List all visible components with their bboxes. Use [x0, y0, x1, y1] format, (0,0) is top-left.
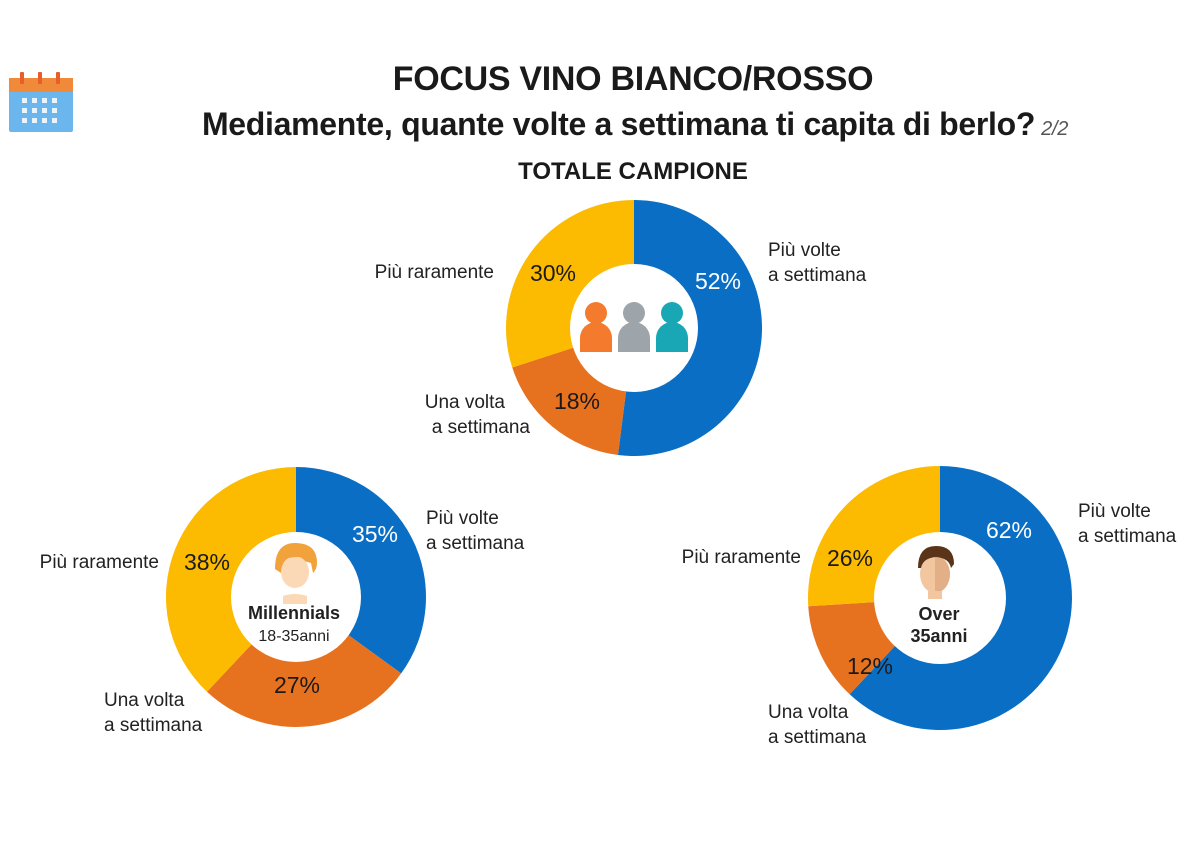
question-title: Mediamente, quante volte a settimana ti … [100, 106, 1170, 143]
over35-avatar-icon [918, 546, 954, 599]
donut-chart-millennials: 35% 27% 38% Millennials 18-35anni Più vo… [40, 467, 525, 736]
people-group-icon [580, 302, 688, 352]
page-indicator: 2/2 [1041, 118, 1069, 140]
question-text: Mediamente, quante volte a settimana ti … [201, 106, 1036, 142]
center-sublabel-over: 35anni [910, 626, 967, 646]
legend-piu-volte: Più volte a settimana [768, 240, 867, 286]
legend-una-volta: Una volta a settimana [425, 392, 531, 438]
value-label-piu-volte: 35% [352, 521, 398, 547]
value-label-piu-volte: 62% [986, 517, 1032, 543]
center-label-millennials: Millennials [248, 603, 340, 623]
value-label-piu-raramente: 38% [184, 549, 230, 575]
value-label-una-volta: 12% [847, 653, 893, 679]
donut-chart-totale: 52% 18% 30% Più volte a settimana Una vol… [375, 199, 867, 456]
value-label-piu-volte: 52% [695, 268, 741, 294]
slice-piu-raramente [165, 467, 296, 692]
chart-subtitle: TOTALE CAMPIONE [518, 158, 748, 185]
page-title: FOCUS VINO BIANCO/ROSSO [392, 60, 874, 98]
center-label-over: Over [918, 604, 959, 624]
value-label-una-volta: 27% [274, 672, 320, 698]
slice-una-volta [207, 597, 402, 727]
legend-piu-raramente: Più raramente [375, 262, 494, 283]
value-label-piu-raramente: 30% [530, 260, 576, 286]
value-label-una-volta: 18% [554, 388, 600, 414]
legend-piu-raramente: Più raramente [682, 547, 801, 568]
legend-piu-raramente: Più raramente [40, 552, 159, 573]
legend-piu-volte: Più volte a settimana [426, 508, 525, 554]
legend-una-volta: Una volta a settimana [768, 702, 867, 748]
legend-piu-volte: Più volte a settimana [1078, 501, 1177, 547]
millennial-avatar-icon [275, 543, 317, 604]
donut-chart-over35: 62% 12% 26% Over 35anni Più volte a setti… [682, 466, 1177, 748]
legend-una-volta: Una volta a settimana [104, 690, 203, 736]
slice-piu-volte [296, 467, 426, 674]
calendar-icon [9, 72, 73, 132]
center-sublabel-millennials: 18-35anni [258, 628, 329, 645]
value-label-piu-raramente: 26% [827, 545, 873, 571]
